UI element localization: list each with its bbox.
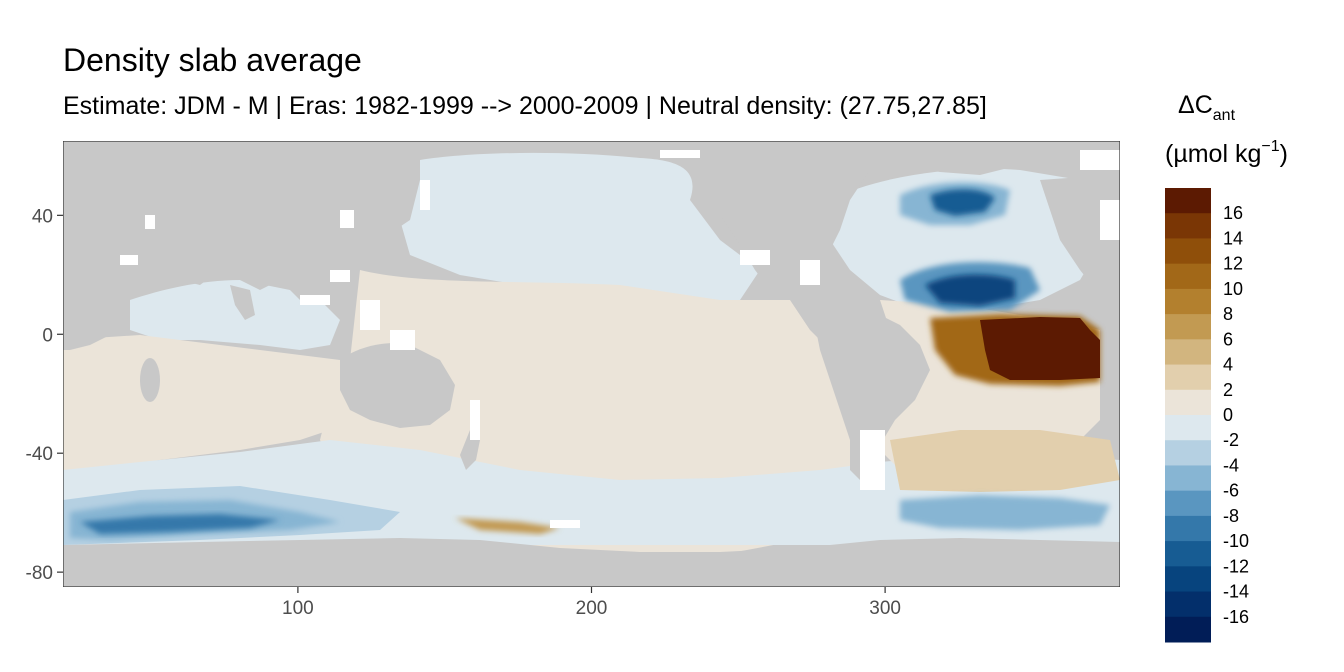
india-land <box>230 285 255 320</box>
legend-label: -8 <box>1223 506 1239 526</box>
legend-swatch <box>1165 263 1211 290</box>
y-tick-label: -80 <box>26 563 53 584</box>
legend-label: 6 <box>1223 329 1233 349</box>
legend-label: -4 <box>1223 455 1239 475</box>
legend-label: 4 <box>1223 355 1233 375</box>
legend-label: 2 <box>1223 380 1233 400</box>
legend-label: 16 <box>1223 203 1243 223</box>
legend-title-units: (µmol kg−1) <box>1165 138 1288 168</box>
legend-swatch <box>1165 364 1211 391</box>
legend-swatch <box>1165 591 1211 618</box>
continents <box>63 141 1120 587</box>
legend-label: -14 <box>1223 582 1249 602</box>
legend-units-main: (µmol kg <box>1165 140 1261 168</box>
south-atlantic-region <box>890 430 1120 492</box>
north-america-land <box>700 141 880 295</box>
antarctica-land <box>63 538 1120 587</box>
legend-label: -10 <box>1223 531 1249 551</box>
legend-label: -6 <box>1223 481 1239 501</box>
chart-title: Density slab average <box>63 42 362 78</box>
africa-land <box>63 260 125 350</box>
legend-swatch <box>1165 213 1211 239</box>
legend-swatch <box>1165 415 1211 441</box>
legend-label: 10 <box>1223 279 1243 299</box>
legend-title-symbol: ΔCant <box>1178 91 1236 124</box>
legend-label: 14 <box>1223 228 1243 248</box>
legend-title-main: ΔC <box>1178 91 1213 119</box>
ross-sea-band <box>455 518 560 534</box>
australia-land <box>340 343 455 428</box>
legend-swatch <box>1165 238 1211 265</box>
weddell-region <box>900 495 1110 530</box>
legend-units-sup: −1 <box>1261 138 1279 155</box>
southern-ocean-core-region <box>80 514 280 534</box>
legend-title-sub: ant <box>1213 107 1236 124</box>
legend-label: -16 <box>1223 607 1249 627</box>
south-america-land <box>815 300 930 480</box>
missing-data <box>120 150 1120 528</box>
legend-label: -12 <box>1223 556 1249 576</box>
legend-swatch <box>1165 515 1211 542</box>
chart-subtitle: Estimate: JDM - M | Eras: 1982-1999 --> … <box>63 92 987 120</box>
legend-swatch <box>1165 440 1211 466</box>
legend-label: 0 <box>1223 405 1233 425</box>
indian-ocean-region <box>130 280 340 350</box>
x-tick-label: 100 <box>282 598 314 619</box>
legend-swatch <box>1165 389 1211 416</box>
tropical-atlantic-max-region <box>980 317 1100 380</box>
north-pacific-region <box>400 152 760 305</box>
greenland-land <box>880 141 1040 175</box>
legend-label: 8 <box>1223 304 1233 324</box>
legend-swatch <box>1165 541 1211 567</box>
y-tick-label: -40 <box>26 444 53 465</box>
legend-swatch <box>1165 339 1211 366</box>
eurasia-land <box>63 141 420 300</box>
y-tick-label: 40 <box>32 206 53 227</box>
legend-label: -2 <box>1223 430 1239 450</box>
madagascar-land <box>140 358 160 402</box>
x-tick-label: 300 <box>869 598 901 619</box>
legend: ΔCant (µmol kg−1) 16 14 12 10 8 6 4 2 0 -2 -4 -6 -8 -… <box>1165 91 1288 643</box>
map-panel <box>63 141 1120 587</box>
legend-bins: 16 14 12 10 8 6 4 2 0 -2 -4 -6 -8 -10 -12 -14 -16 <box>1165 188 1249 643</box>
legend-label: 12 <box>1223 254 1243 274</box>
y-tick-label: 0 <box>42 325 53 346</box>
x-tick-label: 200 <box>576 598 608 619</box>
subtropical-atlantic-core-region <box>925 274 1015 306</box>
legend-swatch <box>1165 288 1211 315</box>
legend-swatch <box>1165 616 1211 643</box>
legend-swatch <box>1165 314 1211 340</box>
legend-swatch <box>1165 566 1211 593</box>
indian-ocean-south-region <box>63 335 345 470</box>
legend-swatch <box>1165 490 1211 517</box>
legend-units-end: ) <box>1280 140 1288 168</box>
legend-swatch <box>1165 188 1211 214</box>
labrador-sea-core-region <box>930 189 995 216</box>
legend-swatch <box>1165 465 1211 492</box>
